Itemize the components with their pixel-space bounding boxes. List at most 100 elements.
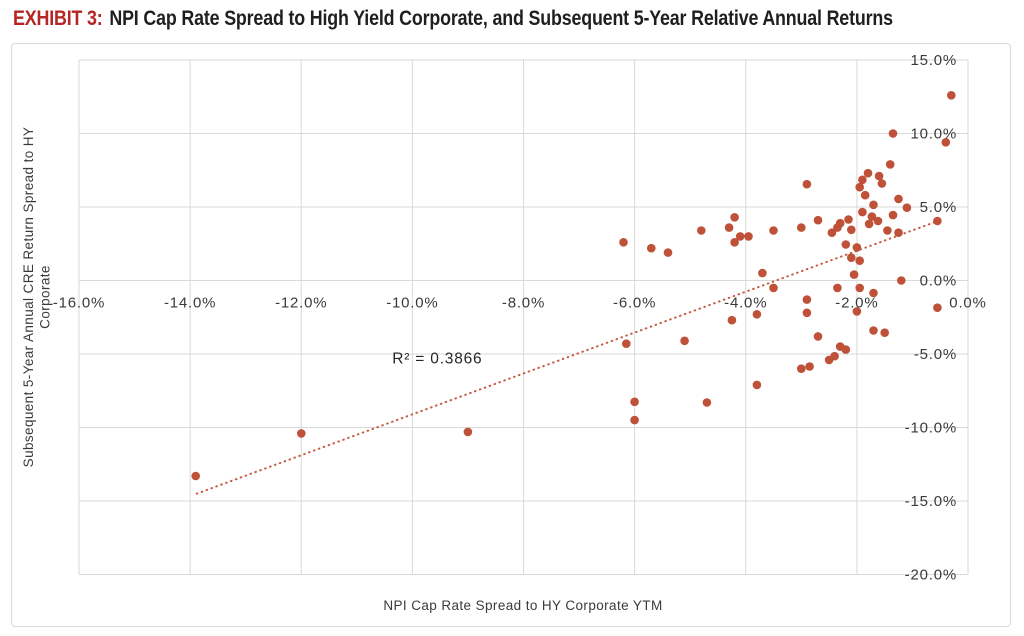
y-axis-tick-labels: 15.0% 10.0% 5.0% 0.0% -5.0% -10.0% -15.0% -20.0… [905, 52, 957, 584]
scatter-point [752, 380, 762, 390]
scatter-point [797, 223, 806, 232]
scatter-point [663, 248, 673, 257]
scatter-point [849, 270, 859, 279]
scatter-point [852, 243, 862, 252]
scatter-point [758, 268, 767, 278]
y-tick-label: -15.0% [905, 493, 957, 510]
x-tick-label: -4.0% [724, 295, 767, 312]
scatter-point [894, 228, 903, 237]
x-tick-label: -8.0% [502, 295, 545, 312]
x-tick-label: -16.0% [53, 295, 105, 312]
scatter-point [947, 91, 956, 100]
y-tick-label: -20.0% [905, 567, 957, 584]
scatter-point [827, 228, 837, 237]
scatter-point [877, 179, 887, 188]
scatter-point [802, 179, 812, 189]
scatter-point [933, 303, 942, 313]
scatter-point [888, 129, 898, 138]
x-tick-label: -2.0% [835, 295, 878, 312]
scatter-point [697, 226, 706, 235]
scatter-point [769, 226, 778, 235]
scatter-point [873, 216, 883, 226]
scatter-point [869, 326, 878, 335]
x-axis-tick-labels: -16.0% -14.0% -12.0% -10.0% -8.0% -6.0% -4.0% -… [53, 295, 986, 312]
scatter-point [622, 339, 631, 349]
scatter-point [835, 218, 845, 228]
chart-frame [11, 43, 1011, 627]
y-tick-label: 5.0% [920, 199, 957, 216]
scatter-point [802, 295, 812, 304]
scatter-point [852, 307, 862, 316]
y-tick-label: 0.0% [920, 273, 957, 290]
scatter-point [880, 328, 889, 338]
scatter-point [894, 194, 903, 204]
scatter-points [191, 91, 956, 481]
y-tick-label: -5.0% [914, 346, 957, 363]
scatter-point [769, 283, 778, 293]
scatter-point [802, 308, 812, 318]
x-tick-label: -14.0% [164, 295, 216, 312]
scatter-point [647, 243, 656, 253]
scatter-point [805, 362, 814, 371]
scatter-point [630, 415, 639, 425]
scatter-point [869, 200, 878, 210]
scatter-point [730, 238, 739, 247]
scatter-point [844, 215, 853, 224]
scatter-point [847, 253, 856, 262]
gridlines [78, 59, 969, 575]
scatter-point [680, 336, 689, 346]
scatter-point [727, 315, 737, 325]
y-tick-label: -10.0% [905, 420, 957, 437]
r-squared-annotation: R² = 0.3866 [392, 350, 482, 367]
scatter-point [902, 203, 912, 212]
scatter-point [619, 238, 628, 247]
scatter-point [744, 232, 753, 241]
scatter-point [897, 276, 906, 285]
y-tick-label: 10.0% [910, 126, 957, 143]
scatter-point [863, 168, 873, 178]
x-tick-label: -10.0% [386, 295, 438, 312]
scatter-point [813, 332, 823, 341]
scatter-point [860, 190, 870, 200]
generated-plot-layers: -16.0% -14.0% -12.0% -10.0% -8.0% -6.0% -4.0% -… [53, 52, 986, 584]
scatter-point [847, 225, 856, 235]
scatter-point [702, 398, 712, 407]
x-tick-label: -6.0% [613, 295, 656, 312]
scatter-point [855, 283, 864, 293]
scatter-point [797, 364, 806, 374]
scatter-point [297, 429, 306, 438]
scatter-point [874, 171, 884, 181]
scatter-point [833, 283, 842, 293]
scatter-point [724, 223, 734, 232]
scatter-point [830, 351, 839, 361]
scatter-point [858, 207, 867, 217]
scatter-point [735, 232, 745, 241]
scatter-point [885, 160, 895, 169]
scatter-point [883, 226, 892, 235]
scatter-point [841, 240, 851, 249]
scatter-point [888, 210, 898, 220]
scatter-point [858, 175, 867, 185]
y-tick-label: 15.0% [910, 52, 957, 69]
chart-title: EXHIBIT 3: NPI Cap Rate Spread to High Yi… [13, 7, 893, 31]
scatter-point [867, 212, 877, 221]
exhibit-number-label: EXHIBIT 3: [13, 7, 103, 30]
scatter-point [730, 213, 739, 222]
scatter-point [855, 182, 864, 192]
scatter-point [933, 216, 942, 226]
x-axis-title: NPI Cap Rate Spread to HY Corporate YTM [383, 598, 662, 613]
trendline [195, 219, 939, 495]
scatter-point [813, 215, 823, 225]
y-axis-title-line1: Subsequent 5-Year Annual CRE Return Spre… [21, 127, 36, 468]
scatter-point [855, 256, 864, 266]
x-tick-label: -12.0% [275, 295, 327, 312]
scatter-point [841, 345, 851, 354]
y-axis-title-line2: Corporate [38, 265, 53, 329]
chart-title-text: NPI Cap Rate Spread to High Yield Corpor… [109, 7, 893, 30]
scatter-point [869, 288, 878, 298]
scatter-point [630, 397, 639, 407]
scatter-point [864, 219, 874, 229]
scatter-point [463, 427, 473, 437]
